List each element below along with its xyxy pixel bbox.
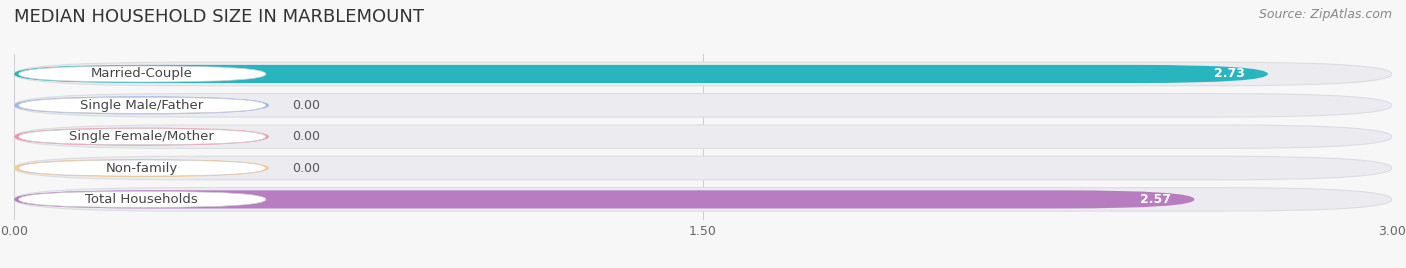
FancyBboxPatch shape — [18, 129, 266, 145]
FancyBboxPatch shape — [14, 188, 1392, 211]
Text: 0.00: 0.00 — [292, 99, 321, 112]
Text: Single Female/Mother: Single Female/Mother — [69, 130, 214, 143]
Text: Married-Couple: Married-Couple — [90, 68, 193, 80]
FancyBboxPatch shape — [14, 128, 269, 146]
Text: 2.73: 2.73 — [1215, 68, 1244, 80]
FancyBboxPatch shape — [14, 156, 1392, 180]
FancyBboxPatch shape — [14, 62, 1392, 86]
FancyBboxPatch shape — [14, 190, 1195, 209]
Text: 2.57: 2.57 — [1140, 193, 1171, 206]
Text: Source: ZipAtlas.com: Source: ZipAtlas.com — [1258, 8, 1392, 21]
FancyBboxPatch shape — [18, 160, 266, 176]
FancyBboxPatch shape — [18, 66, 266, 82]
FancyBboxPatch shape — [14, 96, 269, 114]
Text: Non-family: Non-family — [105, 162, 177, 174]
Text: Single Male/Father: Single Male/Father — [80, 99, 202, 112]
FancyBboxPatch shape — [14, 94, 1392, 117]
FancyBboxPatch shape — [14, 65, 1268, 83]
FancyBboxPatch shape — [18, 97, 266, 113]
Text: 0.00: 0.00 — [292, 162, 321, 174]
Text: 0.00: 0.00 — [292, 130, 321, 143]
Text: Total Households: Total Households — [86, 193, 198, 206]
FancyBboxPatch shape — [14, 159, 269, 177]
Text: MEDIAN HOUSEHOLD SIZE IN MARBLEMOUNT: MEDIAN HOUSEHOLD SIZE IN MARBLEMOUNT — [14, 8, 425, 26]
FancyBboxPatch shape — [14, 125, 1392, 148]
FancyBboxPatch shape — [18, 191, 266, 207]
